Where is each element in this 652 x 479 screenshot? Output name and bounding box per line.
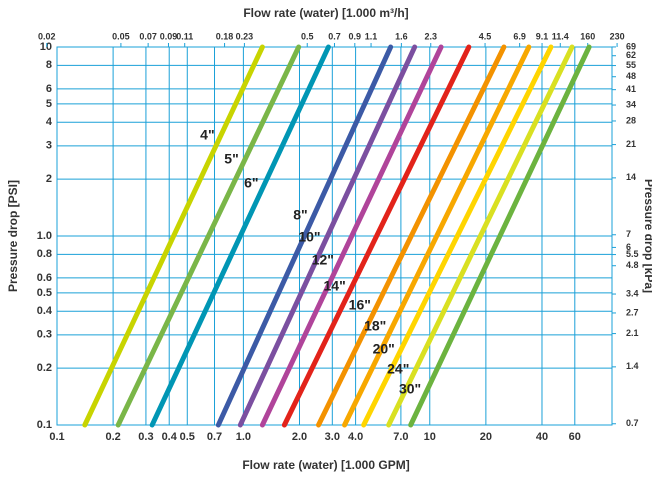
y2-tick-label: 41 [626, 84, 636, 94]
y2-tick-label: 48 [626, 71, 636, 81]
x2-tick-label: 0.07 [139, 31, 157, 41]
y-axis-title: Pressure drop [PSI] [6, 180, 20, 292]
series-line [386, 44, 575, 428]
y2-tick-label: 7 [626, 229, 631, 239]
x-tick-label: 2.0 [292, 431, 307, 443]
series-label: 20" [373, 341, 395, 357]
y2-tick-label: 5.5 [626, 249, 639, 259]
x-tick-label: 7.0 [393, 431, 408, 443]
x2-tick-label: 0.05 [112, 31, 130, 41]
x2-tick-label: 11.4 [552, 31, 569, 41]
series-label: 8" [293, 207, 307, 223]
series-line [115, 44, 302, 428]
x-tick-label: 0.1 [49, 431, 64, 443]
y2-tick-label: 28 [626, 115, 636, 125]
series-label: 10" [298, 229, 320, 245]
y-tick-label: 0.1 [37, 419, 52, 431]
x2-tick-label: 0.11 [176, 31, 193, 41]
x-axis-title: Flow rate (water) [1.000 GPM] [242, 458, 409, 472]
y2-tick-label: 62 [626, 50, 636, 60]
x-tick-label: 0.3 [138, 431, 153, 443]
series-label: 14" [324, 278, 346, 294]
series-line [361, 44, 554, 428]
x-tick-label: 0.2 [105, 431, 120, 443]
y-tick-label: 10 [40, 41, 52, 53]
y-tick-label: 0.8 [37, 248, 52, 260]
series-label: 16" [349, 297, 371, 313]
y-tick-label: 0.3 [37, 329, 52, 341]
y2-tick-label: 6 [626, 242, 631, 252]
x2-tick-label: 9.1 [536, 31, 549, 41]
x2-tick-label: 0.23 [236, 31, 254, 41]
y-tick-label: 0.2 [37, 362, 52, 374]
x2-tick-label: 2.3 [424, 31, 437, 41]
y-tick-label: 5 [46, 98, 52, 110]
x2-tick-label: 0.7 [328, 31, 341, 41]
x2-tick-label: 0.5 [301, 31, 314, 41]
x-tick-label: 0.5 [180, 431, 195, 443]
series-label: 24" [387, 361, 409, 377]
y-tick-label: 3 [46, 140, 52, 152]
y2-tick-label: 34 [626, 99, 636, 109]
y-tick-label: 1.0 [37, 230, 52, 242]
x2-tick-label: 0.18 [216, 31, 234, 41]
series-label: 18" [364, 318, 386, 334]
x-tick-label: 0.4 [162, 431, 178, 443]
x-tick-label: 3.0 [325, 431, 340, 443]
series-label: 12" [312, 252, 334, 268]
y-tick-label: 0.6 [37, 272, 52, 284]
y2-tick-label: 0.7 [626, 418, 639, 428]
x2-tick-label: 230 [610, 31, 625, 41]
x-tick-label: 0.7 [207, 431, 222, 443]
x2-tick-label: 6.9 [513, 31, 526, 41]
series-line [237, 44, 418, 428]
x2-tick-label: 0.9 [349, 31, 362, 41]
x2-tick-label: 0.09 [160, 31, 178, 41]
x2-tick-label: 0.02 [38, 31, 56, 41]
x-tick-label: 4.0 [348, 431, 363, 443]
y-tick-label: 2 [46, 173, 52, 185]
y2-tick-label: 2.7 [626, 307, 639, 317]
x2-tick-label: 4.5 [479, 31, 492, 41]
y-tick-label: 8 [46, 59, 52, 71]
series-line [149, 44, 331, 428]
x-tick-label: 60 [569, 431, 581, 443]
y-tick-label: 0.5 [37, 287, 52, 299]
series-line [259, 44, 444, 428]
top-axis-title: Flow rate (water) [1.000 m³/h] [243, 6, 408, 20]
series-line [215, 44, 394, 428]
series-label: 4" [200, 127, 214, 143]
y2-tick-label: 55 [626, 60, 636, 70]
y-tick-label: 4 [46, 116, 53, 128]
series-line [281, 44, 472, 428]
series-label: 5" [224, 151, 238, 167]
x-tick-label: 1.0 [236, 431, 251, 443]
series-line [408, 44, 592, 428]
y2-tick-label: 4.8 [626, 260, 639, 270]
y2-tick-label: 2.1 [626, 328, 639, 338]
y2-axis-title: Pressure drop [kPa] [642, 179, 652, 293]
y2-tick-label: 21 [626, 139, 636, 149]
x-tick-label: 40 [536, 431, 548, 443]
y2-tick-label: 69 [626, 41, 636, 51]
series-line [82, 44, 265, 428]
series-line [342, 44, 532, 428]
series-label: 6" [244, 175, 258, 191]
x2-tick-label: 1.1 [365, 31, 378, 41]
series-label: 30" [399, 381, 421, 397]
y2-tick-label: 14 [626, 172, 636, 182]
y-tick-label: 0.4 [37, 305, 53, 317]
y-tick-label: 6 [46, 83, 52, 95]
x2-tick-label: 160 [580, 31, 595, 41]
y2-tick-label: 3.4 [626, 288, 639, 298]
x-tick-label: 10 [424, 431, 436, 443]
x-tick-label: 20 [480, 431, 492, 443]
x2-tick-label: 1.6 [395, 31, 408, 41]
series-line [316, 44, 507, 428]
y2-tick-label: 1.4 [626, 361, 639, 371]
